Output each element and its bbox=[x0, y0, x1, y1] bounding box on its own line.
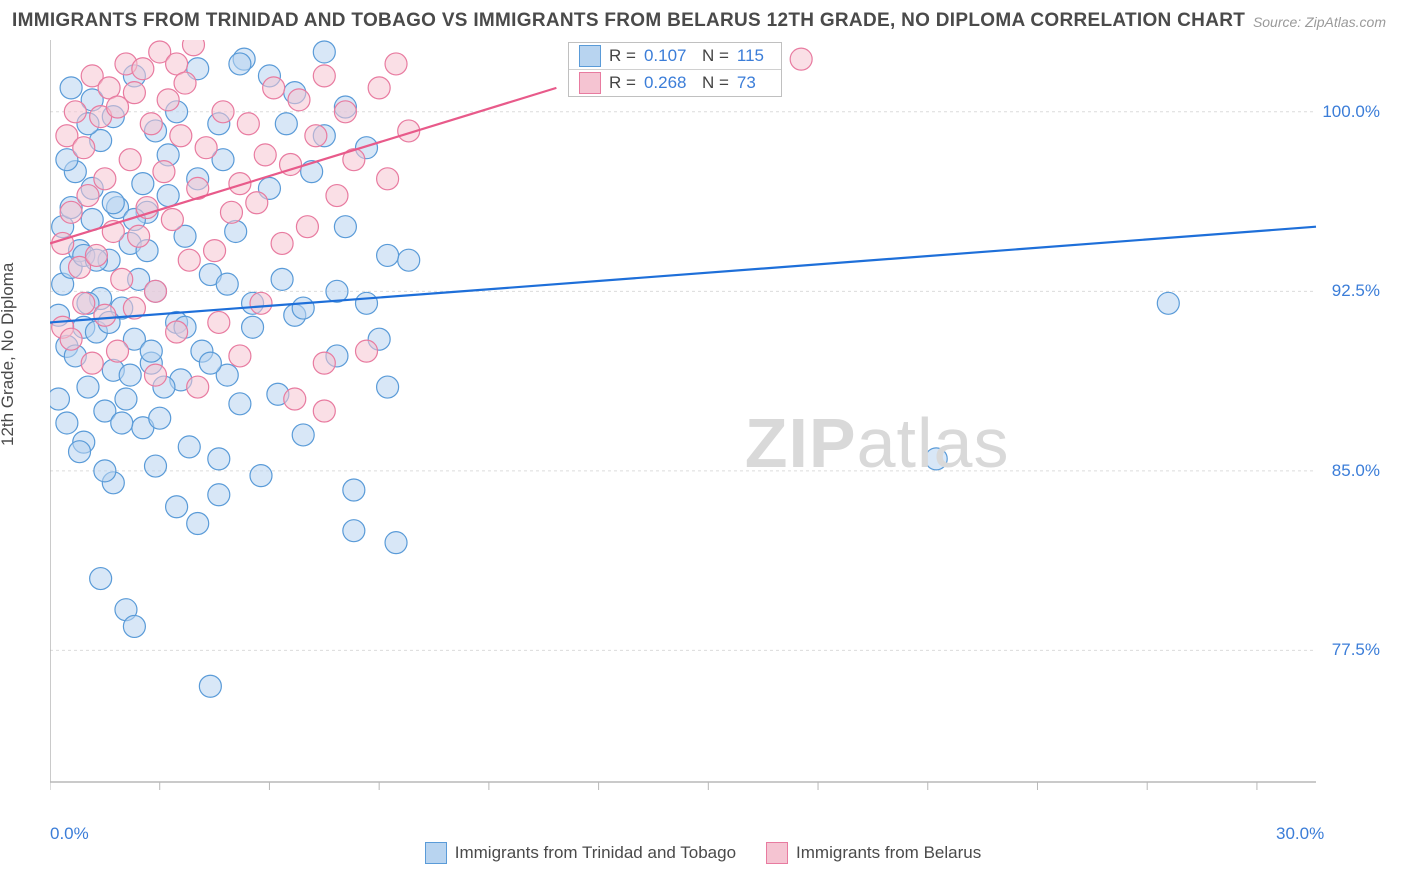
legend-stat-row: R = 0.268 N = 73 bbox=[569, 70, 781, 96]
r-label: R = bbox=[609, 46, 636, 66]
legend-item: Immigrants from Belarus bbox=[766, 842, 981, 864]
n-value: 115 bbox=[737, 46, 771, 66]
legend-item: Immigrants from Trinidad and Tobago bbox=[425, 842, 736, 864]
legend-swatch bbox=[766, 842, 788, 864]
plot-area: ZIPatlas bbox=[50, 40, 1386, 812]
legend-label: Immigrants from Trinidad and Tobago bbox=[455, 843, 736, 863]
n-label: N = bbox=[702, 46, 729, 66]
y-tick-label: 100.0% bbox=[1322, 102, 1380, 122]
scatter-chart-svg bbox=[50, 40, 1386, 812]
source-attribution: Source: ZipAtlas.com bbox=[1253, 14, 1386, 30]
correlation-legend: R = 0.107 N = 115 R = 0.268 N = 73 bbox=[568, 42, 782, 97]
series-legend: Immigrants from Trinidad and Tobago Immig… bbox=[0, 842, 1406, 864]
y-tick-label: 77.5% bbox=[1332, 640, 1380, 660]
legend-swatch bbox=[579, 45, 601, 67]
r-label: R = bbox=[609, 73, 636, 93]
y-tick-label: 85.0% bbox=[1332, 461, 1380, 481]
chart-title: IMMIGRANTS FROM TRINIDAD AND TOBAGO VS I… bbox=[12, 10, 1245, 32]
legend-swatch bbox=[425, 842, 447, 864]
legend-swatch bbox=[579, 72, 601, 94]
y-axis-label: 12th Grade, No Diploma bbox=[0, 263, 18, 446]
r-value: 0.107 bbox=[644, 46, 694, 66]
legend-label: Immigrants from Belarus bbox=[796, 843, 981, 863]
n-value: 73 bbox=[737, 73, 771, 93]
r-value: 0.268 bbox=[644, 73, 694, 93]
x-tick-label: 0.0% bbox=[50, 824, 89, 844]
x-tick-label: 30.0% bbox=[1276, 824, 1324, 844]
legend-stat-row: R = 0.107 N = 115 bbox=[569, 43, 781, 70]
y-tick-label: 92.5% bbox=[1332, 281, 1380, 301]
n-label: N = bbox=[702, 73, 729, 93]
